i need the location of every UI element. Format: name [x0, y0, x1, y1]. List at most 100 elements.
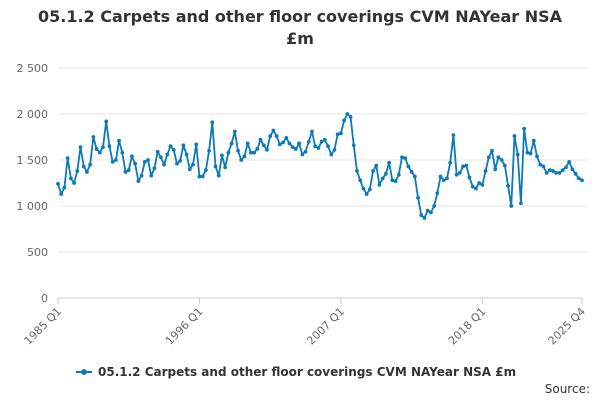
data-point[interactable]: [65, 156, 70, 161]
data-point[interactable]: [531, 138, 536, 143]
data-point[interactable]: [258, 137, 263, 142]
data-point[interactable]: [91, 135, 96, 139]
data-point[interactable]: [538, 162, 543, 167]
data-point[interactable]: [454, 172, 459, 177]
data-point[interactable]: [265, 147, 269, 152]
data-point[interactable]: [502, 163, 507, 168]
data-point[interactable]: [573, 171, 578, 176]
data-point[interactable]: [191, 162, 195, 167]
data-point[interactable]: [184, 152, 189, 157]
data-point[interactable]: [509, 204, 514, 208]
data-point[interactable]: [409, 170, 414, 174]
data-point[interactable]: [297, 141, 302, 146]
data-point[interactable]: [387, 160, 392, 165]
data-point[interactable]: [162, 162, 166, 167]
data-point[interactable]: [332, 147, 337, 152]
data-point[interactable]: [133, 161, 138, 166]
data-point[interactable]: [287, 141, 292, 146]
data-point[interactable]: [261, 143, 266, 148]
data-point[interactable]: [120, 150, 125, 155]
legend[interactable]: 05.1.2 Carpets and other floor coverings…: [76, 365, 516, 379]
data-point[interactable]: [194, 142, 199, 147]
data-point[interactable]: [496, 155, 501, 160]
data-point[interactable]: [274, 134, 279, 138]
data-point[interactable]: [464, 163, 469, 168]
data-point[interactable]: [326, 144, 330, 149]
data-point[interactable]: [220, 153, 224, 158]
data-point[interactable]: [580, 178, 584, 183]
data-point[interactable]: [457, 170, 462, 175]
data-point[interactable]: [113, 158, 118, 162]
data-point[interactable]: [393, 179, 398, 184]
data-point[interactable]: [213, 164, 218, 169]
data-point[interactable]: [281, 140, 285, 145]
data-point[interactable]: [171, 147, 176, 152]
data-point[interactable]: [477, 181, 482, 185]
data-point[interactable]: [139, 173, 144, 178]
data-point[interactable]: [85, 170, 89, 174]
data-point[interactable]: [506, 183, 510, 188]
data-point[interactable]: [293, 147, 298, 151]
data-point[interactable]: [277, 142, 282, 147]
data-point[interactable]: [351, 143, 356, 148]
data-point[interactable]: [355, 169, 359, 173]
data-point[interactable]: [62, 185, 67, 190]
data-point[interactable]: [525, 150, 530, 155]
data-point[interactable]: [255, 147, 260, 151]
data-point[interactable]: [547, 168, 552, 173]
data-point[interactable]: [348, 114, 353, 119]
data-point[interactable]: [107, 144, 112, 149]
data-point[interactable]: [110, 159, 115, 164]
data-point[interactable]: [75, 169, 80, 173]
data-point[interactable]: [136, 179, 141, 184]
data-point[interactable]: [248, 150, 253, 155]
data-point[interactable]: [97, 150, 102, 155]
data-point[interactable]: [175, 161, 179, 166]
data-point[interactable]: [445, 176, 449, 181]
data-point[interactable]: [361, 186, 366, 191]
data-point[interactable]: [146, 158, 150, 162]
data-point[interactable]: [155, 149, 160, 154]
data-point[interactable]: [226, 150, 231, 155]
data-point[interactable]: [380, 176, 385, 181]
data-point[interactable]: [384, 171, 388, 176]
data-point[interactable]: [245, 141, 250, 146]
data-point[interactable]: [101, 145, 105, 150]
data-point[interactable]: [422, 216, 427, 220]
data-point[interactable]: [165, 152, 170, 157]
data-point[interactable]: [216, 173, 221, 178]
data-point[interactable]: [480, 182, 485, 187]
data-point[interactable]: [342, 118, 347, 123]
data-point[interactable]: [429, 210, 433, 215]
data-point[interactable]: [313, 144, 318, 149]
data-point[interactable]: [178, 159, 183, 163]
data-point[interactable]: [403, 156, 408, 161]
data-point[interactable]: [126, 168, 131, 173]
data-point[interactable]: [203, 168, 208, 173]
data-point[interactable]: [223, 165, 228, 170]
data-point[interactable]: [535, 154, 539, 159]
data-point[interactable]: [268, 134, 273, 138]
data-point[interactable]: [271, 128, 276, 133]
data-point[interactable]: [229, 141, 234, 146]
data-point[interactable]: [123, 170, 128, 174]
data-point[interactable]: [168, 144, 173, 149]
data-point[interactable]: [519, 201, 523, 206]
data-point[interactable]: [438, 174, 443, 179]
data-point[interactable]: [319, 139, 324, 144]
data-point[interactable]: [322, 137, 327, 142]
data-point[interactable]: [207, 148, 211, 153]
data-point[interactable]: [187, 167, 192, 172]
data-point[interactable]: [467, 175, 472, 180]
data-point[interactable]: [300, 152, 305, 157]
data-point[interactable]: [72, 181, 76, 185]
data-point[interactable]: [81, 164, 86, 169]
data-point[interactable]: [400, 155, 404, 160]
data-point[interactable]: [412, 174, 417, 179]
data-point[interactable]: [551, 169, 555, 173]
data-point[interactable]: [557, 170, 562, 175]
data-point[interactable]: [345, 112, 350, 116]
data-point[interactable]: [544, 170, 549, 175]
data-point[interactable]: [564, 165, 568, 170]
data-point[interactable]: [59, 192, 64, 196]
